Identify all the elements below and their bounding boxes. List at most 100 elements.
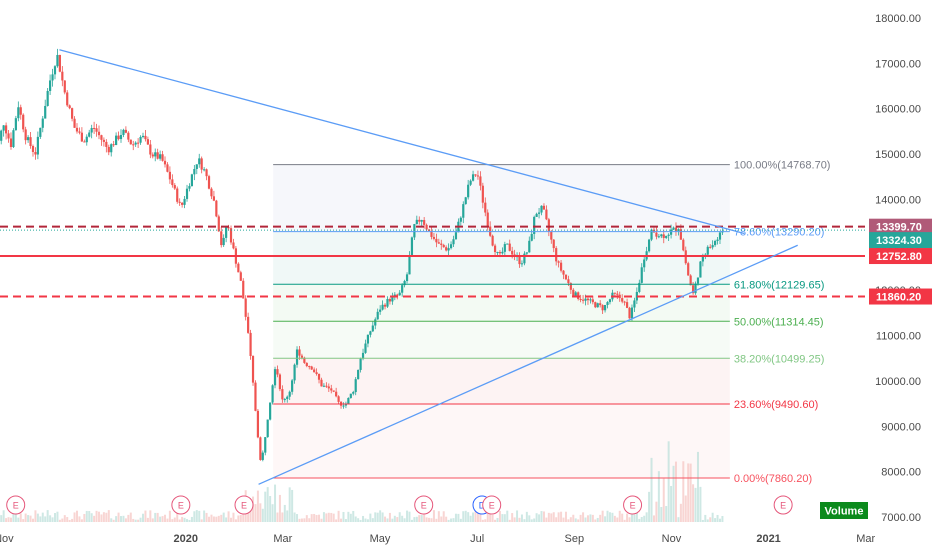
candle-body bbox=[699, 261, 702, 278]
volume-bar bbox=[711, 512, 714, 522]
fib-label: 61.80%(12129.65) bbox=[734, 279, 825, 291]
candle bbox=[117, 131, 120, 141]
volume-bar bbox=[340, 518, 343, 522]
volume-bar bbox=[83, 513, 86, 522]
volume-bar bbox=[374, 512, 377, 522]
candle bbox=[530, 230, 533, 242]
candle-body bbox=[93, 127, 96, 129]
volume-bar bbox=[618, 510, 621, 522]
lower-trendline bbox=[258, 244, 798, 485]
candle-body bbox=[210, 188, 213, 197]
candle-body bbox=[423, 220, 426, 225]
candle-body bbox=[222, 237, 225, 246]
candle-body bbox=[471, 174, 475, 181]
y-tick-label: 17000.00 bbox=[875, 58, 921, 70]
candle bbox=[315, 368, 318, 376]
volume-bar bbox=[344, 519, 347, 522]
candle bbox=[185, 184, 189, 202]
candle-body bbox=[56, 54, 59, 67]
volume-bar bbox=[657, 471, 660, 522]
volume-bar bbox=[237, 515, 240, 522]
candle-body bbox=[244, 298, 247, 317]
candle-body bbox=[212, 196, 216, 201]
candle-body bbox=[650, 229, 653, 240]
volume-bar bbox=[528, 515, 531, 522]
candle-body bbox=[432, 236, 436, 239]
volume-bar bbox=[552, 512, 555, 522]
volume-bar bbox=[110, 518, 113, 522]
y-tick-label: 16000.00 bbox=[875, 104, 921, 116]
volume-bar bbox=[298, 518, 301, 522]
candle-body bbox=[687, 263, 690, 276]
fib-label: 50.00%(11314.45) bbox=[734, 316, 824, 328]
candle bbox=[347, 397, 350, 405]
candle-body bbox=[110, 144, 113, 153]
candle-body bbox=[449, 244, 453, 249]
volume-bar bbox=[393, 515, 396, 522]
candle bbox=[166, 162, 169, 173]
candle-body bbox=[574, 292, 577, 296]
volume-bar bbox=[80, 519, 83, 522]
volume-bar bbox=[574, 518, 577, 522]
volume-bar bbox=[313, 513, 316, 522]
candle-body bbox=[317, 373, 321, 380]
candle bbox=[508, 239, 511, 252]
candle-body bbox=[61, 71, 64, 81]
candle bbox=[51, 68, 54, 87]
candle bbox=[479, 171, 482, 191]
candle-body bbox=[2, 125, 5, 131]
candle bbox=[181, 201, 184, 208]
candle-body bbox=[178, 201, 181, 203]
price-tag bbox=[869, 288, 932, 305]
candle bbox=[640, 263, 643, 284]
candle bbox=[445, 245, 448, 252]
volume-bar bbox=[540, 511, 543, 522]
candle-body bbox=[149, 144, 152, 155]
volume-bar bbox=[205, 512, 208, 522]
volume-bar bbox=[274, 484, 277, 522]
volume-bar bbox=[142, 513, 145, 522]
candle-body bbox=[357, 369, 360, 380]
candle bbox=[469, 179, 472, 187]
candle bbox=[364, 339, 367, 354]
candle-body bbox=[711, 245, 714, 248]
fib-label: 78.60%(13290.20) bbox=[734, 227, 825, 239]
candle-body bbox=[298, 349, 301, 356]
candle bbox=[134, 141, 137, 147]
volume-bar bbox=[349, 513, 352, 522]
volume-bar bbox=[379, 510, 382, 522]
volume-bar bbox=[53, 513, 56, 522]
volume-bar bbox=[498, 510, 501, 522]
candle bbox=[601, 304, 604, 315]
volume-bar bbox=[701, 519, 704, 522]
candle-body bbox=[251, 355, 255, 383]
volume-bar bbox=[457, 513, 460, 522]
candle bbox=[332, 390, 335, 393]
candle-body bbox=[420, 220, 423, 222]
volume-bar bbox=[406, 510, 409, 522]
candle-body bbox=[447, 248, 450, 251]
candle-body bbox=[332, 390, 335, 392]
volume-bar bbox=[371, 518, 374, 522]
candle-body bbox=[115, 135, 118, 145]
candle bbox=[193, 164, 196, 181]
fib-zone bbox=[273, 321, 730, 359]
candle bbox=[217, 214, 220, 232]
candle bbox=[146, 136, 149, 145]
candle-body bbox=[88, 132, 91, 137]
volume-bar bbox=[567, 519, 570, 522]
volume-bar bbox=[73, 512, 76, 522]
volume-bar bbox=[0, 515, 3, 522]
candle-body bbox=[161, 154, 164, 161]
volume-bar bbox=[278, 494, 281, 522]
volume-bar bbox=[381, 512, 384, 522]
candle-body bbox=[452, 239, 455, 245]
candle-body bbox=[163, 160, 167, 165]
candle-body bbox=[53, 66, 57, 75]
candle bbox=[559, 259, 563, 273]
candle bbox=[481, 182, 484, 209]
volume-bar bbox=[560, 511, 563, 522]
volume-bar bbox=[579, 514, 582, 522]
volume-bar bbox=[645, 512, 648, 522]
volume-bar bbox=[78, 516, 81, 522]
